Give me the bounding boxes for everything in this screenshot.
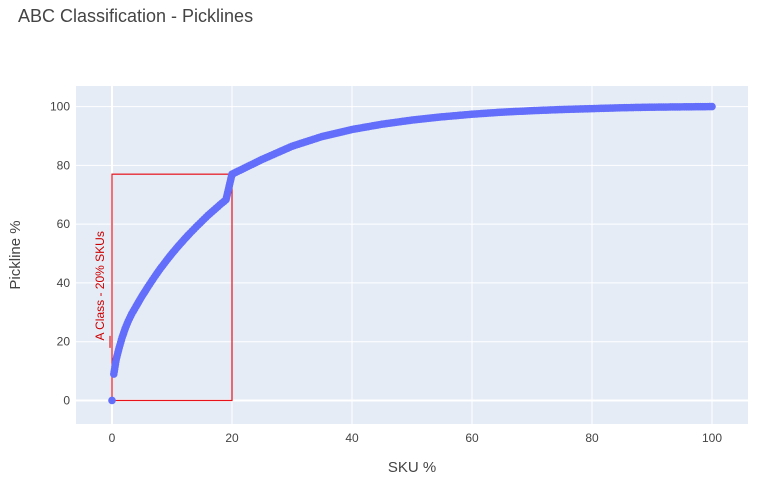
shapes-layer: [111, 173, 233, 402]
x-tick-label: 100: [702, 431, 722, 445]
y-tick-label: 80: [57, 158, 71, 172]
annotations-layer: A Class - 20% SKUs: [93, 231, 111, 348]
y-axis-title: Pickline %: [7, 220, 24, 289]
x-tick-label: 40: [345, 431, 359, 445]
y-tick-label: 100: [50, 100, 70, 114]
y-tick-label: 60: [57, 217, 71, 231]
y-tick-label: 0: [63, 393, 70, 407]
annotation-a-class: A Class - 20% SKUs: [93, 231, 107, 340]
data-point-fill: [705, 102, 714, 111]
chart-title: ABC Classification - Picklines: [18, 6, 253, 26]
x-tick-label: 60: [465, 431, 479, 445]
y-axis-ticks: 0 20 40 60 80 100: [50, 100, 70, 408]
data-point-0: [108, 396, 116, 405]
y-tick-label: 20: [57, 335, 71, 349]
x-tick-label: 80: [585, 431, 599, 445]
x-tick-label: 0: [109, 431, 116, 445]
y-tick-label: 40: [57, 276, 71, 290]
x-tick-label: 20: [225, 431, 239, 445]
plot-background: [76, 86, 748, 424]
x-axis-ticks: 0 20 40 60 80 100: [109, 431, 723, 445]
a-class-rectangle: [111, 173, 233, 402]
x-axis-title: SKU %: [388, 459, 436, 476]
data-points: [108, 102, 716, 405]
